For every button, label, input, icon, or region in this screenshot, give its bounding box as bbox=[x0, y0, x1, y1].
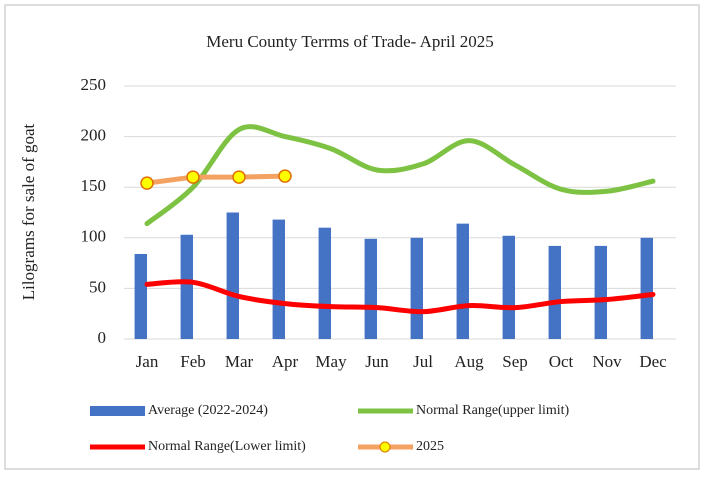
x-tick-label: Dec bbox=[639, 352, 667, 371]
bar bbox=[226, 212, 239, 339]
bar bbox=[594, 245, 607, 339]
legend-label: Average (2022-2024) bbox=[148, 403, 268, 418]
y-axis-label: Lilograms for sale of goat bbox=[19, 123, 38, 300]
y-tick-label: 250 bbox=[81, 75, 107, 94]
series-line bbox=[144, 124, 656, 227]
y-tick-label: 150 bbox=[81, 176, 107, 195]
legend-label: Normal Range(Lower limit) bbox=[148, 439, 306, 454]
bar bbox=[548, 245, 561, 339]
x-tick-label: Oct bbox=[549, 352, 574, 371]
point-marker bbox=[140, 176, 154, 190]
chart-title: Meru County Terrms of Trade- April 2025 bbox=[206, 32, 493, 51]
chart-frame bbox=[4, 4, 700, 470]
x-tick-label: Mar bbox=[225, 352, 254, 371]
x-tick-label: Aug bbox=[454, 352, 484, 371]
x-tick-label: Jul bbox=[413, 352, 433, 371]
point-marker bbox=[232, 170, 246, 184]
x-tick-label: Jan bbox=[136, 352, 159, 371]
x-tick-label: Feb bbox=[180, 352, 206, 371]
series-line bbox=[144, 279, 656, 315]
bar bbox=[134, 253, 147, 339]
y-tick-label: 100 bbox=[81, 227, 107, 246]
legend-marker bbox=[379, 441, 391, 453]
legend-label: Normal Range(upper limit) bbox=[416, 403, 570, 418]
x-tick-label: Sep bbox=[502, 352, 528, 371]
y-tick-label: 200 bbox=[81, 126, 107, 145]
point-marker bbox=[278, 169, 292, 183]
bar bbox=[410, 237, 423, 339]
y-tick-label: 50 bbox=[89, 277, 106, 296]
point-marker bbox=[186, 170, 200, 184]
x-tick-label: Apr bbox=[272, 352, 299, 371]
x-tick-label: May bbox=[315, 352, 347, 371]
bar bbox=[180, 234, 193, 339]
legend-swatch bbox=[90, 406, 145, 416]
bar bbox=[364, 238, 377, 339]
y-tick-label: 0 bbox=[98, 328, 107, 347]
x-tick-label: Nov bbox=[592, 352, 622, 371]
bar bbox=[502, 235, 515, 339]
legend-label: 2025 bbox=[416, 439, 444, 454]
bar bbox=[456, 223, 469, 339]
bar bbox=[640, 237, 653, 339]
x-tick-label: Jun bbox=[365, 352, 389, 371]
series-line bbox=[144, 173, 288, 186]
bar bbox=[272, 219, 285, 339]
bar bbox=[318, 227, 331, 339]
